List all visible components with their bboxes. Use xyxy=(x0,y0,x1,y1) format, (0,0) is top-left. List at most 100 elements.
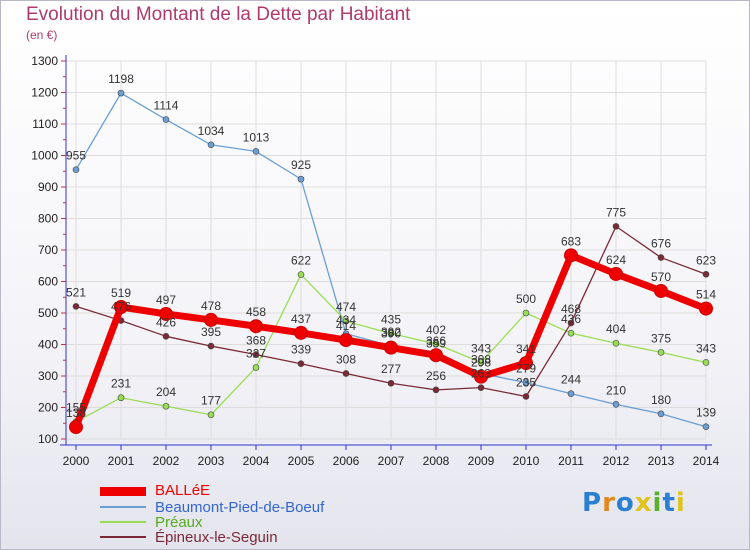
x-tick-label: 2014 xyxy=(693,454,720,468)
data-label: 341 xyxy=(516,342,536,356)
x-tick-label: 2006 xyxy=(333,454,360,468)
data-point xyxy=(702,423,710,431)
data-label: 256 xyxy=(426,369,446,383)
data-point xyxy=(657,410,665,418)
data-point xyxy=(69,420,83,435)
data-point xyxy=(432,340,440,348)
data-point xyxy=(429,348,443,363)
data-point xyxy=(72,166,80,173)
data-label: 623 xyxy=(696,253,716,267)
x-tick-label: 2009 xyxy=(468,454,495,468)
data-label: 339 xyxy=(291,343,311,357)
data-label: 570 xyxy=(651,270,671,284)
y-tick-label: 1300 xyxy=(31,54,58,68)
data-label: 210 xyxy=(606,383,626,397)
x-tick-label: 2003 xyxy=(198,454,225,468)
legend-item-ballee: BALLéE xyxy=(100,482,400,499)
legend-swatch xyxy=(100,506,146,508)
y-tick-label: 300 xyxy=(38,369,58,383)
y-tick-label: 1000 xyxy=(31,149,58,163)
legend-label: Épineux-le-Seguin xyxy=(155,529,278,546)
data-point xyxy=(294,325,308,340)
data-point xyxy=(162,116,170,123)
data-point xyxy=(297,360,305,368)
data-point xyxy=(657,254,665,261)
legend-swatch xyxy=(100,487,146,496)
data-point xyxy=(612,223,620,230)
data-label: 327 xyxy=(246,346,266,360)
data-label: 458 xyxy=(246,305,266,319)
data-point xyxy=(342,370,350,377)
data-label: 435 xyxy=(381,312,401,326)
data-point xyxy=(207,411,215,419)
data-label: 392 xyxy=(381,325,401,339)
data-point xyxy=(384,340,398,355)
data-point xyxy=(339,333,353,348)
data-label: 390 xyxy=(381,327,401,341)
data-point xyxy=(117,89,125,97)
data-label: 426 xyxy=(156,315,176,329)
x-tick-label: 2013 xyxy=(648,454,675,468)
legend-item-preaux: Préaux xyxy=(100,514,400,531)
x-tick-label: 2000 xyxy=(63,454,90,468)
y-tick-label: 500 xyxy=(38,306,58,320)
legend-label: Préaux xyxy=(155,514,203,531)
data-point xyxy=(249,319,263,334)
logo-text: Proxiti xyxy=(582,488,686,518)
y-tick-label: 600 xyxy=(38,275,58,289)
data-point xyxy=(162,333,170,340)
data-label: 308 xyxy=(336,352,356,366)
data-point xyxy=(702,270,710,278)
data-label: 180 xyxy=(651,393,671,407)
data-label: 155 xyxy=(66,401,86,415)
data-point xyxy=(162,402,170,410)
data-point xyxy=(477,359,485,366)
data-label: 476 xyxy=(111,300,131,314)
data-label: 404 xyxy=(606,322,626,336)
data-label: 375 xyxy=(651,331,671,345)
y-tick-label: 100 xyxy=(38,432,58,446)
data-label: 235 xyxy=(516,375,536,389)
data-point xyxy=(699,301,713,316)
x-tick-label: 2005 xyxy=(288,454,315,468)
legend-swatch xyxy=(100,536,146,538)
data-label: 1013 xyxy=(243,130,270,144)
data-label: 519 xyxy=(111,286,131,300)
x-tick-label: 2010 xyxy=(513,454,540,468)
data-label: 436 xyxy=(561,312,581,326)
x-tick-label: 2011 xyxy=(558,454,584,468)
data-point xyxy=(297,271,305,278)
legend-label: BALLéE xyxy=(155,482,211,499)
data-label: 402 xyxy=(426,323,446,337)
data-point xyxy=(564,248,578,263)
y-tick-label: 800 xyxy=(38,212,58,226)
data-point xyxy=(702,359,710,366)
data-label: 478 xyxy=(201,299,221,313)
data-point xyxy=(117,394,125,402)
data-label: 474 xyxy=(336,300,356,314)
data-point xyxy=(477,384,485,391)
y-tick-label: 1100 xyxy=(32,117,58,131)
data-label: 177 xyxy=(201,394,221,408)
data-point xyxy=(342,317,350,325)
data-label: 204 xyxy=(156,385,176,399)
y-tick-label: 900 xyxy=(38,180,58,194)
data-point xyxy=(609,266,623,281)
y-tick-label: 700 xyxy=(38,243,58,257)
data-label: 622 xyxy=(291,254,311,268)
data-point xyxy=(567,319,575,327)
data-label: 497 xyxy=(156,293,176,307)
data-label: 514 xyxy=(696,288,716,302)
legend-swatch xyxy=(100,521,146,523)
chart-unit-label: (en €) xyxy=(26,28,58,42)
data-label: 521 xyxy=(66,285,86,299)
data-point xyxy=(567,390,575,397)
data-point xyxy=(204,312,218,327)
data-label: 139 xyxy=(696,406,716,420)
data-label: 138 xyxy=(66,406,86,420)
data-label: 414 xyxy=(336,319,356,333)
data-point xyxy=(114,300,128,315)
data-point xyxy=(612,339,620,347)
data-point xyxy=(432,386,440,394)
